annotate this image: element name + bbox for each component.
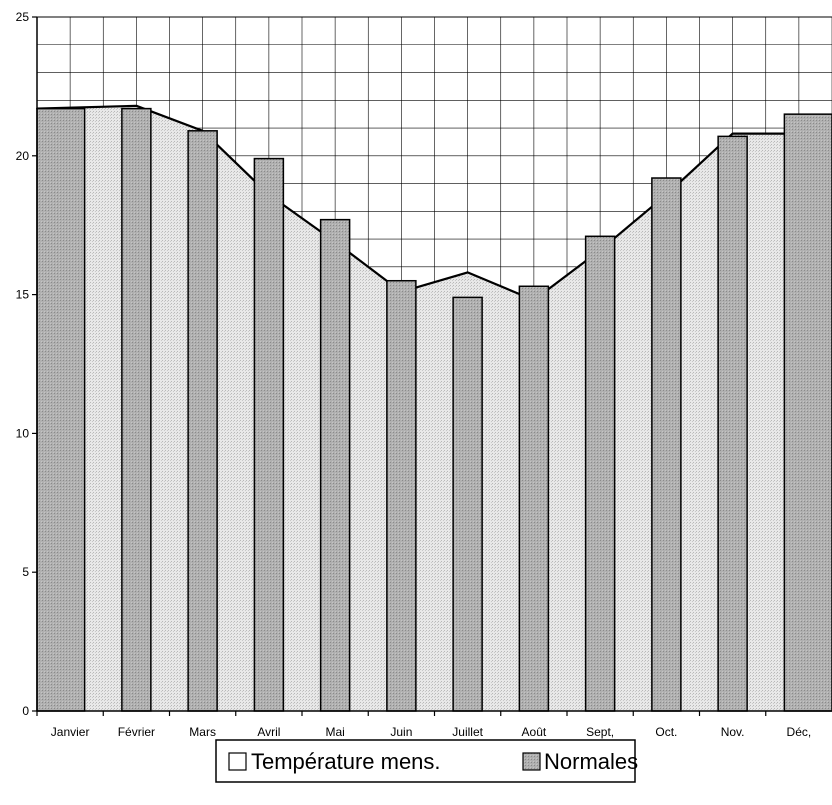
x-tick-label: Août xyxy=(522,725,547,739)
y-axis-ticks: 0 5 10 15 20 25 xyxy=(16,10,37,718)
x-tick-label: Janvier xyxy=(51,725,90,739)
y-tick-label: 5 xyxy=(22,565,29,579)
x-tick-label: Juin xyxy=(390,725,412,739)
bar xyxy=(584,235,616,712)
y-tick-label: 20 xyxy=(16,149,30,163)
x-tick-label: Mars xyxy=(189,725,216,739)
x-tick-label: Mai xyxy=(325,725,344,739)
bar xyxy=(651,177,682,712)
y-tick-label: 10 xyxy=(16,426,30,440)
bar xyxy=(253,157,285,712)
x-tick-label: Oct. xyxy=(655,725,677,739)
area-point xyxy=(135,105,138,107)
x-tick-label: Sept, xyxy=(586,725,614,739)
legend-label-normales: Normales xyxy=(544,749,638,774)
bar xyxy=(452,296,483,712)
x-tick-label: Nov. xyxy=(721,725,745,739)
y-tick-label: 25 xyxy=(16,10,30,24)
x-tick-label: Juillet xyxy=(452,725,483,739)
bar xyxy=(121,107,152,712)
bar xyxy=(783,113,832,712)
bar-series xyxy=(36,107,832,712)
bar xyxy=(518,285,550,712)
legend-swatch-normales xyxy=(522,752,541,771)
legend-box xyxy=(215,739,636,783)
x-tick-label: Déc, xyxy=(787,725,812,739)
area-point xyxy=(731,132,734,135)
x-tick-label: Février xyxy=(118,725,155,739)
bar xyxy=(386,279,417,712)
x-tick-label: Avril xyxy=(257,725,280,739)
legend-swatch-temperature xyxy=(228,752,247,771)
legend-label-temperature: Température mens. xyxy=(251,749,441,774)
area-fill xyxy=(37,105,832,711)
area-point xyxy=(466,271,469,274)
bar xyxy=(187,130,218,712)
bar xyxy=(319,218,351,712)
x-axis-ticks: Janvier Février Mars Avril Mai Juin Juillet Aoû… xyxy=(36,711,812,739)
bar xyxy=(36,107,86,712)
legend: Température mens. Normales xyxy=(215,739,638,783)
y-tick-label: 15 xyxy=(16,288,30,302)
bar xyxy=(717,135,748,712)
area-series xyxy=(36,104,832,711)
y-tick-label: 0 xyxy=(22,704,29,718)
